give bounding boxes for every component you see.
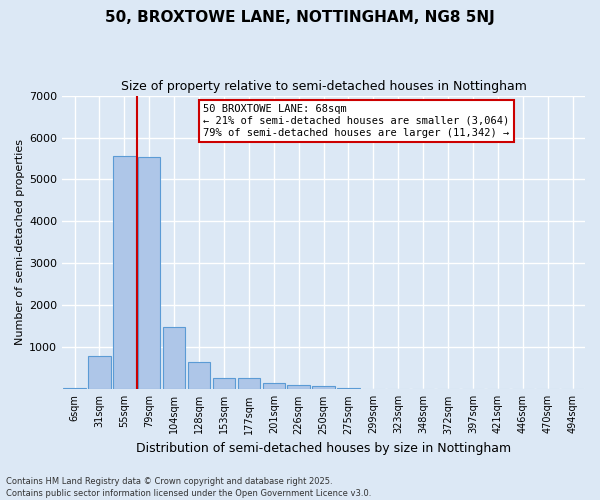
Bar bbox=[287, 385, 310, 390]
X-axis label: Distribution of semi-detached houses by size in Nottingham: Distribution of semi-detached houses by … bbox=[136, 442, 511, 455]
Bar bbox=[313, 386, 335, 390]
Bar bbox=[64, 388, 86, 390]
Bar bbox=[263, 383, 285, 390]
Bar bbox=[88, 356, 111, 390]
Bar bbox=[113, 156, 136, 390]
Bar bbox=[138, 157, 160, 390]
Bar bbox=[188, 362, 210, 390]
Title: Size of property relative to semi-detached houses in Nottingham: Size of property relative to semi-detach… bbox=[121, 80, 527, 93]
Bar bbox=[362, 388, 385, 390]
Text: Contains HM Land Registry data © Crown copyright and database right 2025.
Contai: Contains HM Land Registry data © Crown c… bbox=[6, 476, 371, 498]
Bar bbox=[238, 378, 260, 390]
Text: 50 BROXTOWE LANE: 68sqm
← 21% of semi-detached houses are smaller (3,064)
79% of: 50 BROXTOWE LANE: 68sqm ← 21% of semi-de… bbox=[203, 104, 509, 138]
Bar bbox=[337, 388, 359, 390]
Bar bbox=[213, 378, 235, 390]
Y-axis label: Number of semi-detached properties: Number of semi-detached properties bbox=[15, 140, 25, 346]
Text: 50, BROXTOWE LANE, NOTTINGHAM, NG8 5NJ: 50, BROXTOWE LANE, NOTTINGHAM, NG8 5NJ bbox=[105, 10, 495, 25]
Bar bbox=[163, 327, 185, 390]
